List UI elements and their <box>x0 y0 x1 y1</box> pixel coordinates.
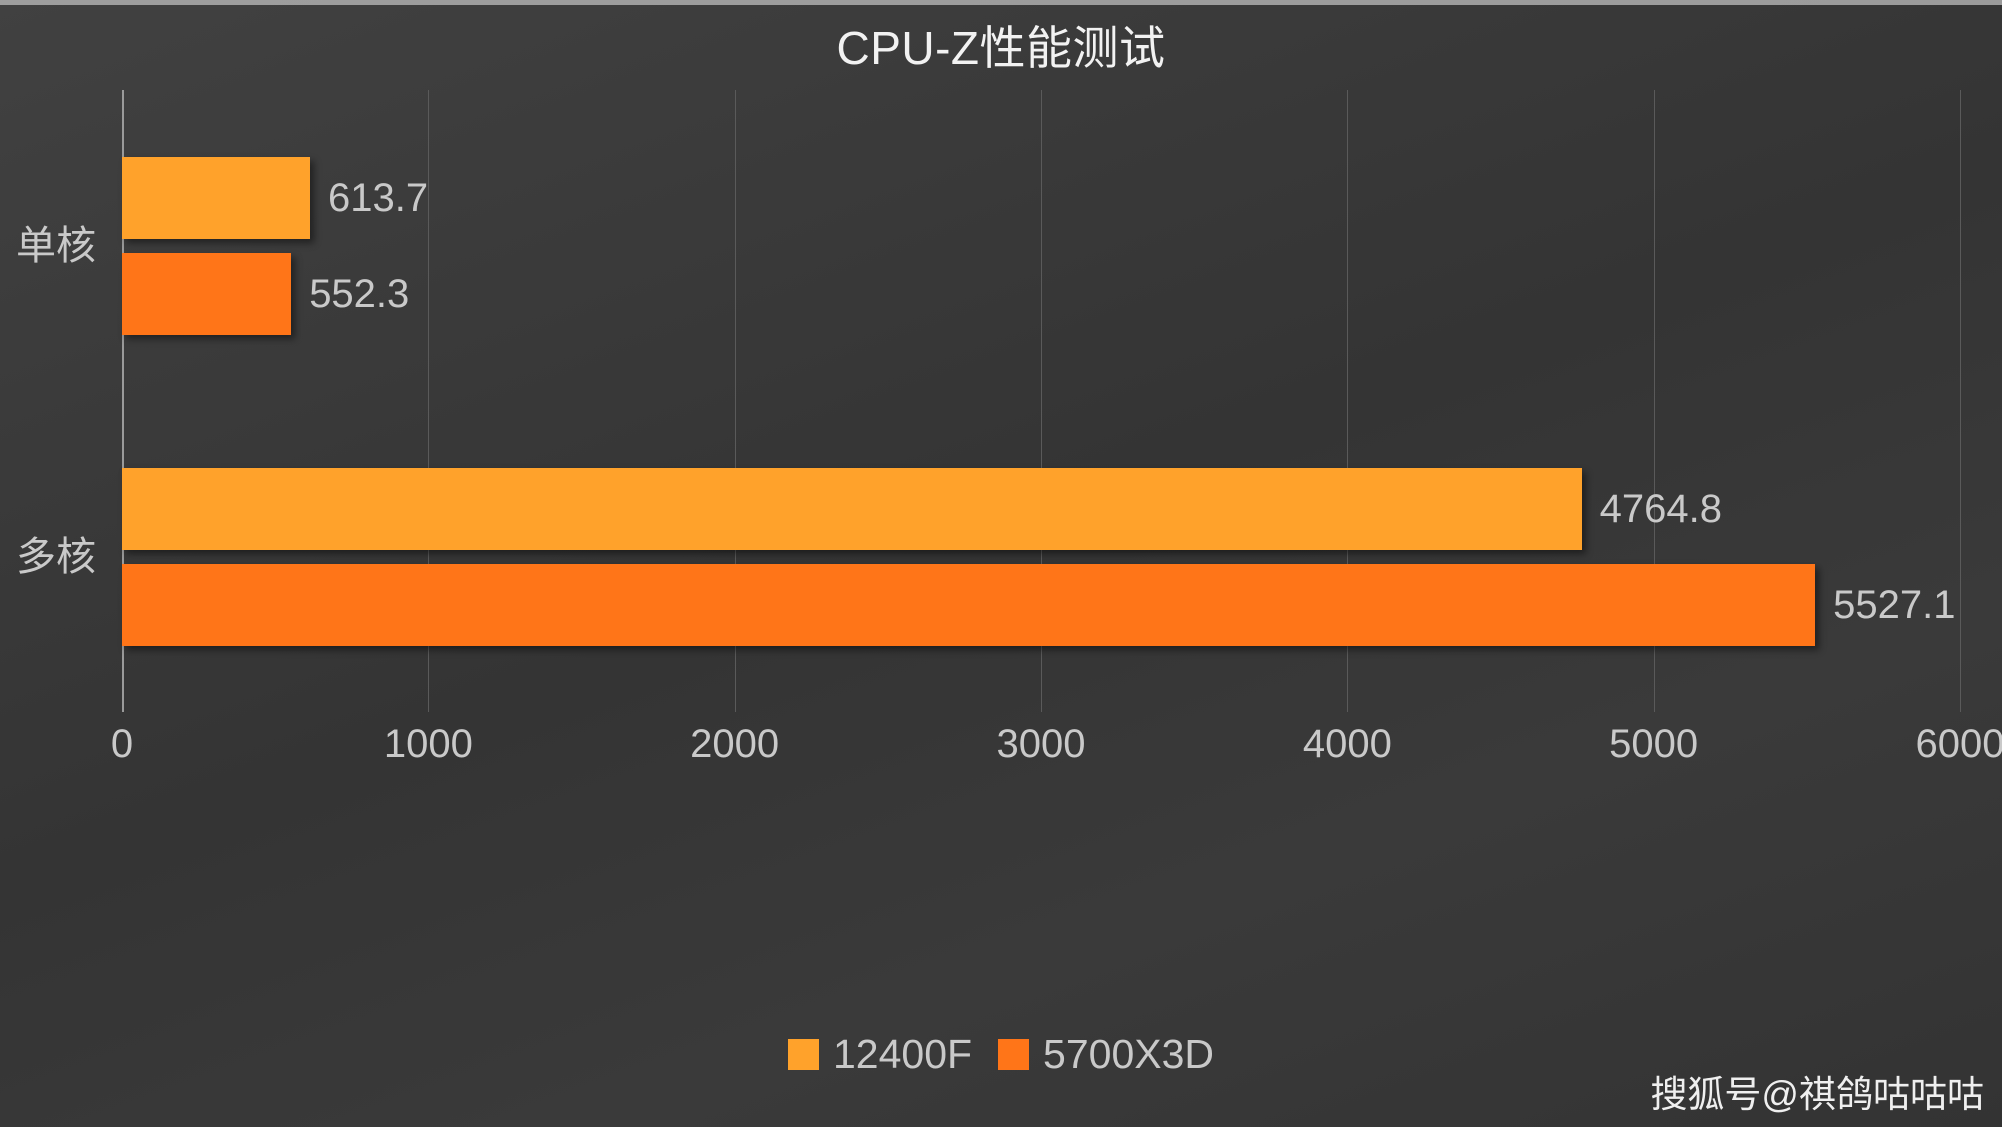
x-tick-label: 5000 <box>1609 722 1699 766</box>
x-tick-label: 6000 <box>1915 722 2002 766</box>
gridline <box>734 90 736 712</box>
x-tick-label: 2000 <box>690 722 780 766</box>
bar-多核-5700X3D <box>122 563 1816 646</box>
gridline <box>428 90 430 712</box>
bar-value-label: 552.3 <box>309 271 410 316</box>
legend-swatch-icon <box>998 1039 1030 1070</box>
gridline <box>1653 90 1655 712</box>
bar-多核-12400F <box>122 467 1582 550</box>
watermark-text: 搜狐号@祺鸽咕咕咕 <box>1650 1074 1984 1115</box>
legend-label: 12400F <box>832 1031 973 1077</box>
category-label-单核: 单核 <box>16 223 96 268</box>
top-edge-strip <box>0 0 2002 5</box>
x-tick-label: 4000 <box>1302 722 1392 766</box>
legend-swatch-icon <box>787 1039 819 1070</box>
x-tick-label: 0 <box>110 722 134 766</box>
bar-value-label: 4764.8 <box>1599 486 1722 531</box>
bar-value-label: 613.7 <box>327 175 429 220</box>
legend-item-5700X3D[interactable]: 5700X3D <box>998 1034 1214 1075</box>
y-axis-line <box>122 90 124 712</box>
plot-area: 613.7 552.3 4764.8 5527.1 <box>122 90 1961 712</box>
gridline <box>1347 90 1349 712</box>
bar-value-label: 5527.1 <box>1833 582 1956 627</box>
chart-legend: 12400F 5700X3D <box>0 1034 2002 1075</box>
bar-单核-5700X3D <box>122 252 292 335</box>
legend-label: 5700X3D <box>1043 1031 1215 1077</box>
legend-item-12400F[interactable]: 12400F <box>787 1031 973 1077</box>
bar-单核-12400F <box>122 156 310 239</box>
y-axis-category-labels: 单核 多核 <box>0 90 112 712</box>
chart-title: CPU-Z性能测试 <box>836 22 1166 74</box>
x-tick-label: 1000 <box>383 722 473 766</box>
x-axis-tick-labels: 0 1000 2000 3000 4000 5000 6000 <box>111 722 2002 784</box>
gridline <box>1960 90 1961 712</box>
gridline <box>1041 90 1042 712</box>
x-tick-label: 3000 <box>996 722 1086 766</box>
category-label-多核: 多核 <box>16 534 96 579</box>
